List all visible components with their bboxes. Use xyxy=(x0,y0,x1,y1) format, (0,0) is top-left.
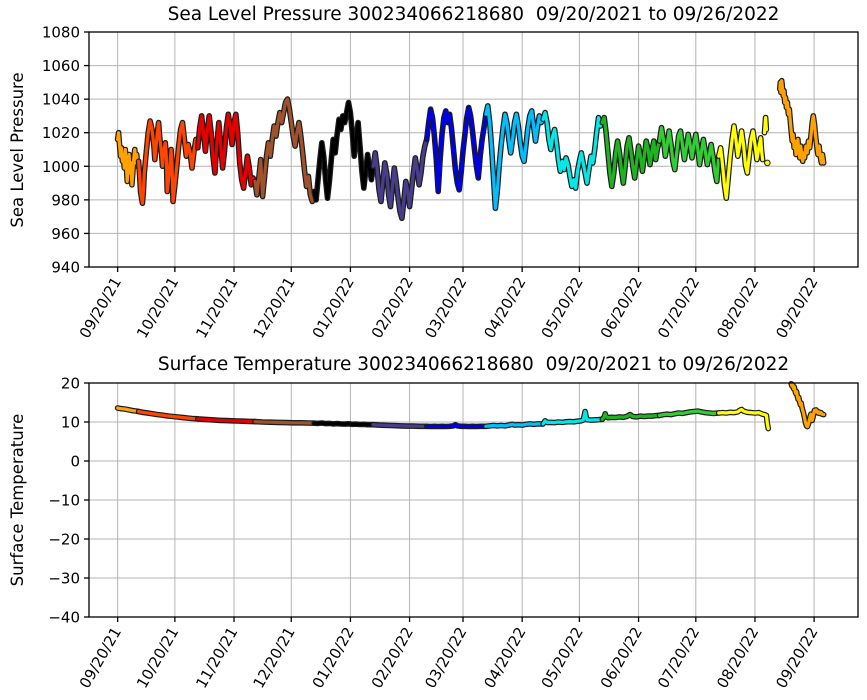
temperature-series-sep-2022 xyxy=(789,382,826,429)
pressure-ytick-label: 1040 xyxy=(42,91,80,109)
pressure-series-jul-2022 xyxy=(657,126,721,183)
temperature-ytick-label: 20 xyxy=(61,375,80,393)
temperature-series-jul-2022 xyxy=(657,409,721,417)
pressure-ytick-label: 960 xyxy=(51,225,80,243)
pressure-xtick-label: 11/20/21 xyxy=(192,274,241,341)
temperature-xtick-label: 09/20/21 xyxy=(76,624,125,691)
temperature-xtick-label: 07/20/22 xyxy=(654,624,703,691)
temperature-chart-title: Surface Temperature 300234066218680 09/2… xyxy=(157,354,790,375)
temperature-xtick-label: 08/20/22 xyxy=(713,624,762,691)
pressure-chart-title: Sea Level Pressure 300234066218680 09/20… xyxy=(167,4,780,25)
pressure-xtick-label: 02/20/22 xyxy=(368,274,417,341)
pressure-series-dec-2021 xyxy=(253,97,316,204)
pressure-xtick-label: 09/20/22 xyxy=(772,274,821,341)
pressure-series-aug-2022-c xyxy=(764,159,771,167)
pressure-ytick-label: 1000 xyxy=(42,158,80,176)
temperature-series-dec-2021 xyxy=(253,420,316,425)
temperature-series-feb-2022 xyxy=(371,423,429,428)
temperature-xtick-label: 01/20/22 xyxy=(309,624,358,691)
temperature-xtick-label: 12/20/21 xyxy=(249,624,298,691)
temperature-ytick-label: 0 xyxy=(70,453,80,471)
temperature-xtick-label: 03/20/22 xyxy=(421,624,470,691)
pressure-ytick-label: 940 xyxy=(51,259,80,277)
temperature-xtick-label: 04/20/22 xyxy=(480,624,529,691)
temperature-xtick-label: 09/20/22 xyxy=(772,624,821,691)
temperature-xtick-label: 02/20/22 xyxy=(368,624,417,691)
pressure-series-jan-2022 xyxy=(312,100,375,202)
temperature-series-may-2022 xyxy=(541,409,604,426)
pressure-series-aug-2022-b xyxy=(762,116,768,135)
temperature-xtick-label: 11/20/21 xyxy=(192,624,241,691)
pressure-xtick-label: 10/20/21 xyxy=(133,274,182,341)
temperature-series-apr-2022 xyxy=(484,422,545,428)
temperature-ytick-label: −40 xyxy=(48,609,80,627)
temperature-series-oct-2021 xyxy=(137,409,200,421)
temperature-ytick-label: −30 xyxy=(48,570,80,588)
pressure-series-feb-2022 xyxy=(371,137,429,220)
pressure-xtick-label: 04/20/22 xyxy=(480,274,529,341)
pressure-series-sep-2022 xyxy=(778,79,826,165)
temperature-series-nov-2021 xyxy=(196,417,257,424)
temperature-series-jun-2022 xyxy=(600,412,662,421)
temperature-xtick-label: 06/20/22 xyxy=(597,624,646,691)
temperature-series-mar-2022 xyxy=(425,423,488,429)
pressure-ytick-label: 1080 xyxy=(42,24,80,42)
pressure-series-aug-2022 xyxy=(717,124,765,200)
pressure-series-nov-2021 xyxy=(196,112,257,190)
pressure-xtick-label: 07/20/22 xyxy=(654,274,703,341)
pressure-series-may-2022 xyxy=(541,111,604,190)
temperature-series-sep-2021 xyxy=(116,406,141,414)
pressure-axes-frame xyxy=(88,31,859,268)
pressure-ytick-label: 980 xyxy=(51,191,80,209)
pressure-series-jun-2022 xyxy=(600,116,662,188)
temperature-series-aug-2022 xyxy=(717,407,770,431)
pressure-xtick-label: 03/20/22 xyxy=(421,274,470,341)
pressure-series-oct-2021 xyxy=(137,119,200,205)
pressure-ytick-label: 1060 xyxy=(42,57,80,75)
temperature-ytick-label: −10 xyxy=(48,492,80,510)
temperature-xtick-label: 05/20/22 xyxy=(538,624,587,691)
temperature-ytick-label: 10 xyxy=(61,414,80,432)
pressure-series-mar-2022 xyxy=(425,105,488,194)
pressure-xtick-label: 12/20/21 xyxy=(249,274,298,341)
pressure-series-sep-2021 xyxy=(116,131,141,187)
pressure-series-apr-2022 xyxy=(484,104,545,210)
pressure-xtick-label: 09/20/21 xyxy=(76,274,125,341)
pressure-xtick-label: 06/20/22 xyxy=(597,274,646,341)
temperature-xtick-label: 10/20/21 xyxy=(133,624,182,691)
temperature-ytick-label: −20 xyxy=(48,531,80,549)
pressure-xtick-label: 08/20/22 xyxy=(713,274,762,341)
pressure-xtick-label: 05/20/22 xyxy=(538,274,587,341)
pressure-ytick-label: 1020 xyxy=(42,124,80,142)
pressure-xtick-label: 01/20/22 xyxy=(309,274,358,341)
temperature-series-jan-2022 xyxy=(312,421,375,427)
